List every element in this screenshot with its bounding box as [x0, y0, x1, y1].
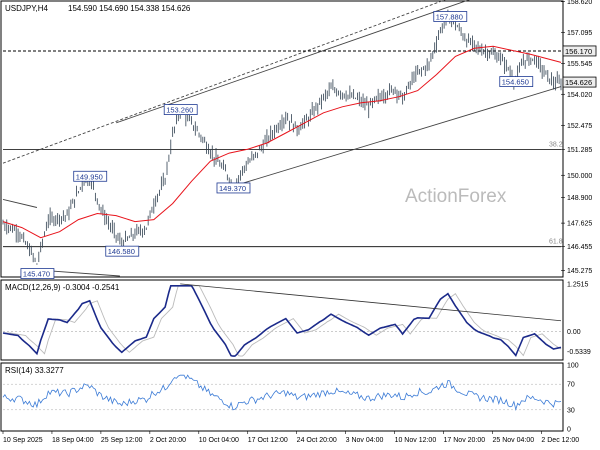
rsi-tick-3: 0 — [567, 427, 571, 434]
rsi-tick-2: 30 — [567, 407, 575, 414]
x-tick-label-8: 10 Nov 12:00 — [395, 437, 437, 444]
price-tick-label-7: 148.900 — [567, 195, 592, 202]
macd-tick-0: 1.2515 — [567, 281, 589, 288]
rsi-tick-1: 70 — [567, 382, 575, 389]
macd-trend-line — [180, 283, 562, 322]
macd-signal-line — [3, 285, 562, 357]
price-label-0: 157.880 — [436, 13, 463, 22]
x-tick-label-10: 25 Nov 04:00 — [492, 437, 534, 444]
price-label-box-4 — [163, 104, 198, 115]
price-tick-label-10: 145.275 — [567, 268, 592, 275]
macd-main-line — [2, 284, 562, 358]
x-tick-label-5: 17 Oct 12:00 — [248, 437, 288, 444]
price-label-box-7 — [105, 245, 140, 257]
x-tick-label-0: 10 Sep 2025 — [3, 437, 43, 444]
macd-tick-2: -0.5339 — [567, 349, 591, 356]
early-trend-line — [2, 199, 38, 208]
price-tick-label-2: 155.545 — [567, 61, 592, 68]
price-panel-frame — [0, 0, 564, 278]
price-label-3: 154.626 — [565, 78, 592, 87]
x-tick-label-4: 10 Oct 04:00 — [199, 437, 239, 444]
price-tick-label-3: 154.020 — [567, 92, 592, 99]
macd-tick-1: 0.00 — [567, 329, 581, 336]
symbol-title: USDJPY,H4 — [5, 4, 49, 13]
price-tick-label-4: 152.475 — [567, 123, 592, 130]
price-label-2: 154.650 — [502, 78, 529, 87]
price-label-4: 153.260 — [166, 106, 193, 115]
x-tick-label-3: 2 Oct 20:00 — [150, 437, 186, 444]
quote-values: 154.590 154.690 154.338 154.626 — [68, 4, 191, 13]
moving-average-line — [2, 45, 562, 239]
price-label-7: 146.580 — [108, 247, 135, 256]
price-tick-label-0: 158.620 — [567, 0, 592, 6]
channel-upper-line — [115, 0, 470, 124]
channel-lower-line — [229, 86, 562, 188]
price-label-box-5 — [73, 170, 108, 182]
price-label-1: 156.170 — [565, 47, 592, 56]
fib-label-2: 61.8 — [549, 239, 563, 246]
rsi-title: RSI(14) 33.3277 — [5, 366, 64, 375]
price-label-box-8 — [20, 268, 55, 279]
price-label-box-3 — [562, 76, 597, 88]
macd-title: MACD(12,26,9) -0.3004 -0.2541 — [5, 283, 120, 292]
price-tick-label-1: 157.095 — [567, 30, 592, 37]
dashed-trend-line — [2, 0, 446, 164]
watermark: ActionForex — [405, 186, 507, 207]
x-tick-label-6: 24 Oct 20:00 — [297, 437, 337, 444]
fib-label-1: 38.2 — [549, 141, 563, 148]
x-tick-label-9: 17 Nov 20:00 — [444, 437, 486, 444]
price-tick-label-5: 151.285 — [567, 147, 592, 154]
rsi-panel-frame — [0, 362, 564, 432]
price-tick-label-9: 146.455 — [567, 244, 592, 251]
rsi-tick-0: 100 — [567, 363, 579, 370]
price-tick-label-6: 150.000 — [567, 173, 592, 180]
x-tick-label-2: 25 Sep 12:00 — [101, 437, 143, 444]
price-label-6: 149.370 — [219, 184, 246, 193]
price-label-8: 145.470 — [23, 270, 50, 279]
price-label-box-2 — [499, 76, 534, 87]
price-label-box-1 — [562, 45, 597, 57]
price-label-box-6 — [216, 182, 251, 194]
x-tick-label-11: 2 Dec 12:00 — [541, 437, 579, 444]
x-tick-label-1: 18 Sep 04:00 — [52, 437, 94, 444]
x-tick-label-7: 3 Nov 04:00 — [346, 437, 384, 444]
price-label-5: 149.950 — [76, 172, 103, 181]
rsi-line — [2, 374, 562, 412]
price-label-box-0 — [433, 11, 468, 22]
price-tick-label-8: 147.625 — [567, 221, 592, 228]
